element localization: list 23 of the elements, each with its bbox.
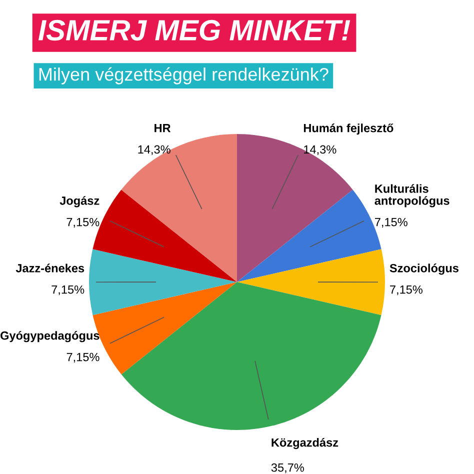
data-label: 7,15% [66, 352, 100, 363]
slice-label: Gyógypedagógus [0, 331, 100, 342]
pie-slice [237, 249, 385, 316]
data-label: 7,15% [52, 285, 84, 296]
slice-label: Jazz-énekes [16, 264, 84, 272]
pie-slice [237, 134, 353, 282]
data-label: 7,15% [374, 218, 408, 228]
slice-label: Humán fejlesztő [304, 123, 394, 135]
data-label: 7,15% [390, 285, 422, 296]
pie-slice [121, 282, 382, 430]
slice-label: Közgazdász [272, 438, 338, 450]
data-label: 35,7% [271, 463, 304, 474]
data-label: 14,3% [138, 145, 170, 156]
pie-slice [121, 134, 237, 282]
chart-subtitle: Milyen végzettséggel rendelkezünk? [39, 67, 328, 84]
data-label: 14,3% [304, 145, 336, 156]
slice-label: Szociológus [390, 264, 458, 275]
slice-label: HR [154, 124, 171, 132]
slice-label: Jogász [60, 196, 100, 208]
pie-slice [89, 249, 237, 316]
chart-title: ISMERJ MEG MINKET! [38, 20, 350, 41]
slice-label: Kulturális antropológus [374, 184, 450, 208]
data-label: 7,15% [66, 218, 100, 228]
